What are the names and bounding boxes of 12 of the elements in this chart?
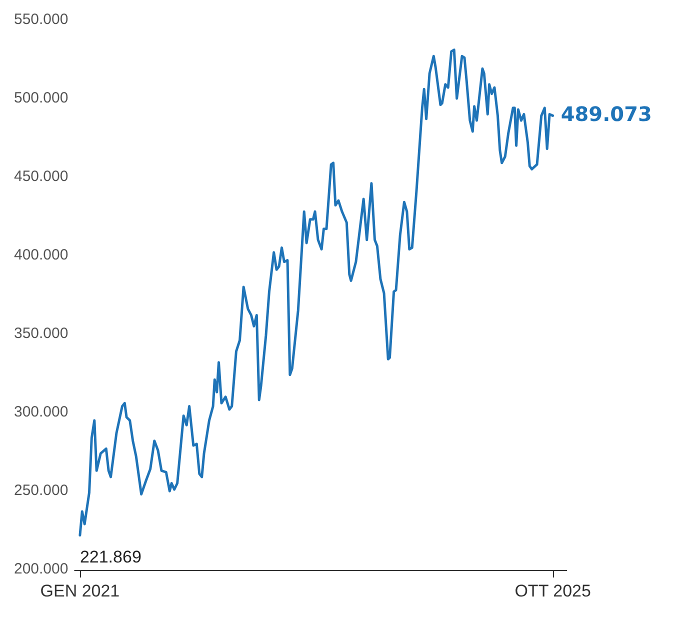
y-tick-label: 300.000 bbox=[14, 404, 68, 421]
x-tick-label: OTT 2025 bbox=[514, 581, 591, 600]
y-tick-label: 550.000 bbox=[14, 11, 68, 28]
y-tick-label: 450.000 bbox=[14, 168, 68, 186]
y-tick-label: 200.000 bbox=[14, 560, 68, 578]
annotation: 221.869 bbox=[80, 547, 142, 566]
y-tick-label: 400.000 bbox=[14, 246, 68, 264]
y-tick-label: 350.000 bbox=[14, 325, 68, 342]
annotation: 489.073 bbox=[560, 102, 652, 126]
x-tick-label: GEN 2021 bbox=[40, 581, 120, 600]
y-tick-label: 250.000 bbox=[14, 482, 68, 500]
y-tick-label: 500.000 bbox=[14, 90, 68, 107]
